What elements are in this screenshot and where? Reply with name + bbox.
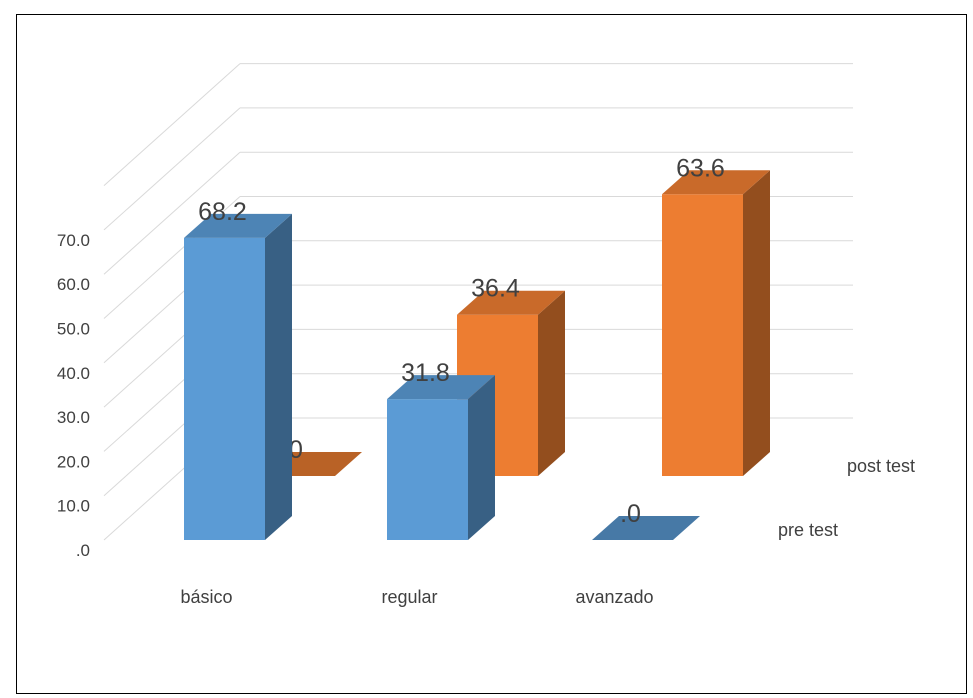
bar-top bbox=[662, 170, 770, 195]
data-label: 63.6 bbox=[676, 154, 725, 182]
y-tick-label: 20.0 bbox=[57, 452, 90, 471]
category-labels: básico regular avanzado bbox=[180, 587, 653, 607]
y-axis-tick-labels: .0 10.0 20.0 30.0 40.0 50.0 60.0 70.0 bbox=[57, 231, 90, 560]
gridline-side bbox=[103, 63, 241, 186]
data-label: .0 bbox=[620, 500, 641, 528]
category-label: avanzado bbox=[575, 587, 653, 607]
bar bbox=[387, 399, 468, 540]
y-tick-label: 40.0 bbox=[57, 364, 90, 383]
bar-top bbox=[184, 213, 292, 238]
y-tick-label: 10.0 bbox=[57, 497, 90, 516]
y-tick-label: 30.0 bbox=[57, 408, 90, 427]
bar-side bbox=[468, 375, 495, 540]
bar-side bbox=[538, 290, 565, 476]
series-label-pre-test: pre test bbox=[778, 520, 838, 540]
bar-top bbox=[592, 516, 700, 540]
series-label-post-test: post test bbox=[847, 456, 915, 476]
bars: .036.463.668.231.8.0 bbox=[184, 154, 770, 540]
data-label: 68.2 bbox=[198, 198, 247, 226]
data-label: 36.4 bbox=[471, 275, 520, 303]
bar-side bbox=[743, 170, 770, 476]
bar-top bbox=[387, 375, 495, 400]
y-tick-label: 70.0 bbox=[57, 231, 90, 250]
gridline-side bbox=[103, 107, 241, 231]
bar bbox=[184, 237, 265, 540]
bar bbox=[662, 194, 743, 476]
y-tick-label: .0 bbox=[76, 541, 90, 560]
bar-top bbox=[457, 290, 565, 315]
category-label: regular bbox=[381, 587, 437, 607]
gridline-side bbox=[103, 151, 241, 275]
y-tick-label: 50.0 bbox=[57, 320, 90, 339]
y-tick-label: 60.0 bbox=[57, 275, 90, 294]
category-label: básico bbox=[180, 587, 232, 607]
series-depth-labels: pre test post test bbox=[778, 456, 915, 540]
bar-side bbox=[265, 213, 292, 540]
data-label: 31.8 bbox=[401, 359, 450, 387]
